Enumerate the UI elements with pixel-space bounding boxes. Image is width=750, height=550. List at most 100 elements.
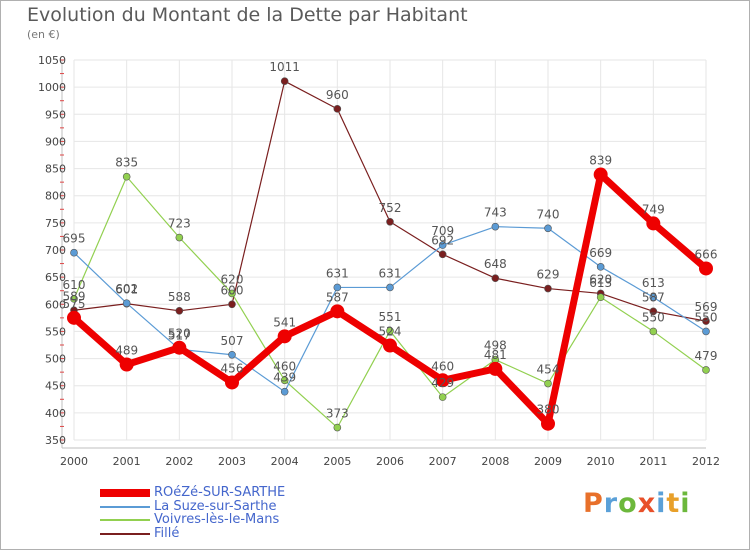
data-point: [596, 293, 605, 302]
data-point: [280, 387, 289, 396]
legend-label: La Suze-sur-Sarthe: [154, 498, 277, 514]
y-tick-label: 400: [45, 407, 66, 420]
data-label: 517: [168, 328, 191, 342]
y-tick-label: 750: [45, 217, 66, 230]
data-label: 498: [484, 339, 507, 353]
data-label: 601: [115, 283, 138, 297]
data-label: 631: [326, 266, 349, 280]
data-point: [333, 283, 342, 292]
data-label: 481: [484, 348, 507, 362]
data-label: 740: [537, 207, 560, 221]
x-tick-label: 2004: [271, 455, 299, 468]
y-tick-label: 700: [45, 244, 66, 257]
data-label: 839: [589, 154, 612, 168]
data-point: [541, 416, 555, 431]
data-point: [488, 361, 503, 376]
x-tick-label: 2005: [323, 455, 351, 468]
data-point: [175, 306, 184, 315]
logo-letter: P: [583, 488, 604, 519]
proxiti-logo: Proxiti: [583, 488, 691, 519]
data-point: [228, 350, 236, 359]
y-tick-label: 600: [45, 298, 66, 311]
data-point: [119, 357, 134, 372]
x-axis-ticks: 2000 2001 2002 2003 2004 2005 2006 2007 2008 2009…: [60, 455, 720, 468]
legend-label: ROéZé-SUR-SARTHE: [154, 485, 286, 500]
data-point: [383, 338, 397, 353]
legend-swatch: [100, 532, 150, 535]
data-point: [491, 274, 500, 283]
data-label: 507: [221, 334, 244, 348]
data-label: 550: [695, 310, 718, 324]
data-label: 479: [695, 349, 718, 363]
data-point: [596, 263, 605, 271]
x-tick-label: 2001: [113, 455, 141, 468]
data-label: 587: [642, 290, 665, 304]
axes: [60, 59, 706, 449]
logo-letter: r: [603, 488, 619, 519]
data-label: 835: [115, 156, 138, 170]
data-label: 695: [63, 232, 86, 246]
x-tick-label: 2007: [429, 455, 457, 468]
data-point: [702, 327, 710, 336]
data-label: 439: [273, 371, 296, 385]
y-tick-label: 1000: [38, 81, 66, 94]
x-tick-label: 2006: [376, 455, 404, 468]
y-tick-label: 1050: [38, 54, 66, 67]
data-label: 709: [431, 224, 454, 238]
y-tick-label: 650: [45, 271, 66, 284]
data-label: 960: [326, 88, 349, 102]
data-point: [699, 261, 713, 276]
y-axis-ticks: 350 400 450 500 550 600 650 700 750 800 850 900 950 1…: [38, 54, 66, 447]
logo-letter: t: [666, 488, 681, 519]
legend-swatch: [100, 519, 150, 521]
data-label: 550: [642, 310, 665, 324]
data-point: [277, 329, 292, 344]
data-labels: 575 489 520 456 541 587 524 460 481 380 839 749 666 6…: [63, 60, 718, 420]
y-tick-label: 800: [45, 190, 66, 203]
data-point: [70, 248, 78, 257]
y-tick-label: 500: [45, 353, 66, 366]
data-point: [544, 224, 552, 233]
grid: [73, 59, 707, 441]
data-point: [435, 373, 450, 388]
data-point: [649, 293, 658, 302]
data-point: [172, 340, 187, 355]
series-group: [67, 77, 713, 432]
x-tick-label: 2002: [165, 455, 193, 468]
legend-swatch: [100, 489, 150, 497]
y-tick-label: 350: [45, 434, 66, 447]
x-tick-label: 2000: [60, 455, 88, 468]
chart-title: Evolution du Montant de la Dette par Hab…: [27, 4, 468, 26]
y-tick-label: 950: [45, 108, 66, 121]
logo-letter: x: [637, 488, 657, 519]
data-point: [175, 233, 184, 242]
data-point: [386, 283, 394, 292]
x-tick-label: 2012: [692, 455, 720, 468]
data-point: [280, 77, 289, 85]
data-label: 743: [484, 206, 507, 220]
logo-letter: i: [656, 488, 667, 519]
data-label: 429: [431, 376, 454, 390]
data-label: 589: [63, 289, 86, 303]
data-label: 620: [221, 272, 244, 286]
data-label: 524: [379, 325, 402, 339]
data-point: [544, 284, 552, 293]
data-label: 620: [589, 272, 612, 286]
x-tick-label: 2003: [218, 455, 246, 468]
data-point: [438, 250, 447, 259]
data-point: [228, 300, 236, 309]
y-tick-label: 450: [45, 380, 66, 393]
data-point: [280, 376, 289, 385]
data-point: [646, 216, 661, 231]
data-label: 380: [537, 403, 560, 417]
data-label: 541: [273, 315, 296, 329]
data-point: [333, 105, 342, 113]
data-label: 520: [168, 327, 191, 341]
data-point: [491, 222, 500, 231]
data-point: [438, 241, 447, 249]
data-point: [593, 167, 608, 182]
data-label: 631: [379, 266, 402, 280]
data-point: [67, 310, 81, 325]
logo-letter: o: [618, 488, 638, 519]
